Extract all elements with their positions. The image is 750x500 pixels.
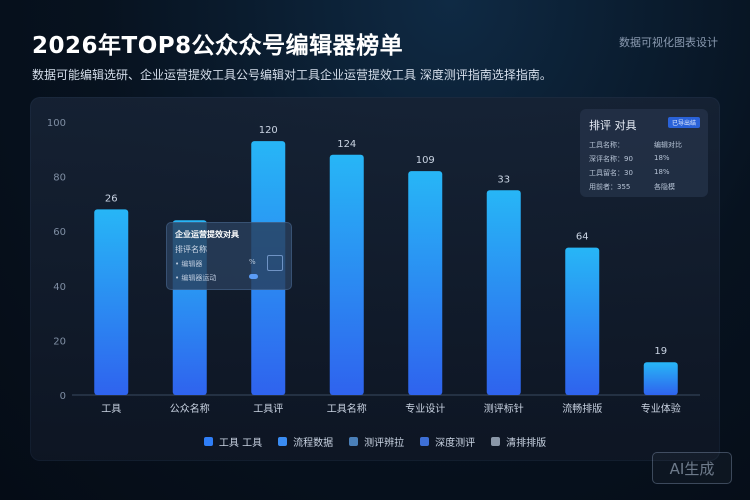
- info-line-value: 18%: [654, 168, 670, 176]
- data-label: 33: [497, 174, 510, 185]
- page-title: 2026年TOP8公众众号编辑器榜单: [32, 33, 404, 59]
- info-box: 排评 对具 已导出结 工具名称： 编辑对比 深评名称：90 18% 工具留名：3…: [580, 109, 708, 197]
- x-tick-label: 专业体验: [641, 402, 681, 415]
- y-tick-label: 0: [60, 391, 66, 402]
- bar[interactable]: [408, 171, 443, 395]
- info-line-label: 用前者：355: [589, 183, 631, 191]
- tooltip-row: • 编辑器: [175, 260, 203, 268]
- info-line-value: 18%: [654, 154, 670, 162]
- tooltip-title: 企业运营提效对具: [175, 230, 239, 239]
- legend-swatch: [349, 436, 359, 446]
- chart-legend: 工具 工具 流程数据 测评辨拉 深度测评 清排排版: [30, 434, 720, 449]
- x-tick-label: 工具评: [253, 403, 283, 415]
- data-label: 109: [416, 155, 435, 166]
- tooltip-toggle[interactable]: [249, 274, 258, 279]
- x-tick-label: 工具: [101, 403, 121, 415]
- y-tick-label: 80: [53, 173, 66, 184]
- info-line-label: 工具名称：: [589, 141, 624, 149]
- legend-item[interactable]: 清排排版: [491, 434, 547, 449]
- x-tick-label: 流畅排版: [562, 402, 602, 415]
- tooltip-row: • 编辑器运动: [175, 274, 217, 282]
- legend-swatch: [491, 436, 501, 446]
- x-tick-label: 工具名称: [327, 402, 367, 415]
- data-label: 26: [105, 193, 118, 204]
- x-tick-label: 公众名称: [170, 402, 210, 415]
- bar[interactable]: [486, 190, 521, 395]
- legend-label: 测评辨拉: [364, 437, 405, 449]
- y-tick-label: 60: [53, 227, 66, 238]
- legend-label: 工具 工具: [218, 437, 263, 449]
- tooltip-percent: %: [249, 258, 256, 266]
- expand-icon[interactable]: [267, 255, 283, 271]
- y-tick-label: 100: [47, 118, 66, 129]
- info-line-value: 编辑对比: [654, 141, 682, 149]
- data-label: 120: [259, 125, 278, 136]
- data-label: 124: [337, 139, 356, 150]
- bar[interactable]: [329, 154, 364, 395]
- export-button[interactable]: 已导出结: [667, 117, 700, 128]
- x-tick-label: 测评标针: [484, 402, 524, 415]
- info-line-value: 各隐模: [654, 183, 675, 191]
- legend-swatch: [278, 436, 288, 446]
- x-tick-label: 专业设计: [405, 402, 445, 415]
- legend-item[interactable]: 工具 工具: [203, 434, 263, 449]
- bar[interactable]: [643, 362, 678, 395]
- y-tick-label: 20: [53, 336, 66, 347]
- page-subtitle: 数据可能编辑选研、企业运营提效工具公号编辑对工具企业运营提效工具 深度测评指南选…: [32, 68, 552, 82]
- data-label: 19: [654, 346, 667, 357]
- data-label: 64: [576, 232, 589, 243]
- legend-swatch: [420, 436, 430, 446]
- ai-watermark: AI生成: [652, 452, 732, 484]
- legend-label: 深度测评: [435, 437, 476, 449]
- info-line-label: 深评名称：90: [589, 155, 633, 163]
- info-line-label: 工具留名：30: [589, 169, 633, 177]
- info-box-heading: 排评 对具: [589, 119, 637, 132]
- bar[interactable]: [565, 247, 600, 395]
- legend-swatch: [203, 436, 213, 446]
- bar-tooltip: 企业运营提效对具 排评名称 • 编辑器 • 编辑器运动 %: [166, 222, 292, 290]
- legend-label: 流程数据: [293, 437, 334, 449]
- bar[interactable]: [94, 209, 129, 395]
- y-tick-label: 40: [53, 282, 66, 293]
- legend-item[interactable]: 深度测评: [420, 434, 476, 449]
- legend-item[interactable]: 测评辨拉: [349, 434, 405, 449]
- tooltip-subtitle: 排评名称: [175, 245, 207, 254]
- brand-caption: 数据可视化图表设计: [619, 36, 718, 49]
- legend-label: 清排排版: [506, 437, 547, 449]
- legend-item[interactable]: 流程数据: [278, 434, 334, 449]
